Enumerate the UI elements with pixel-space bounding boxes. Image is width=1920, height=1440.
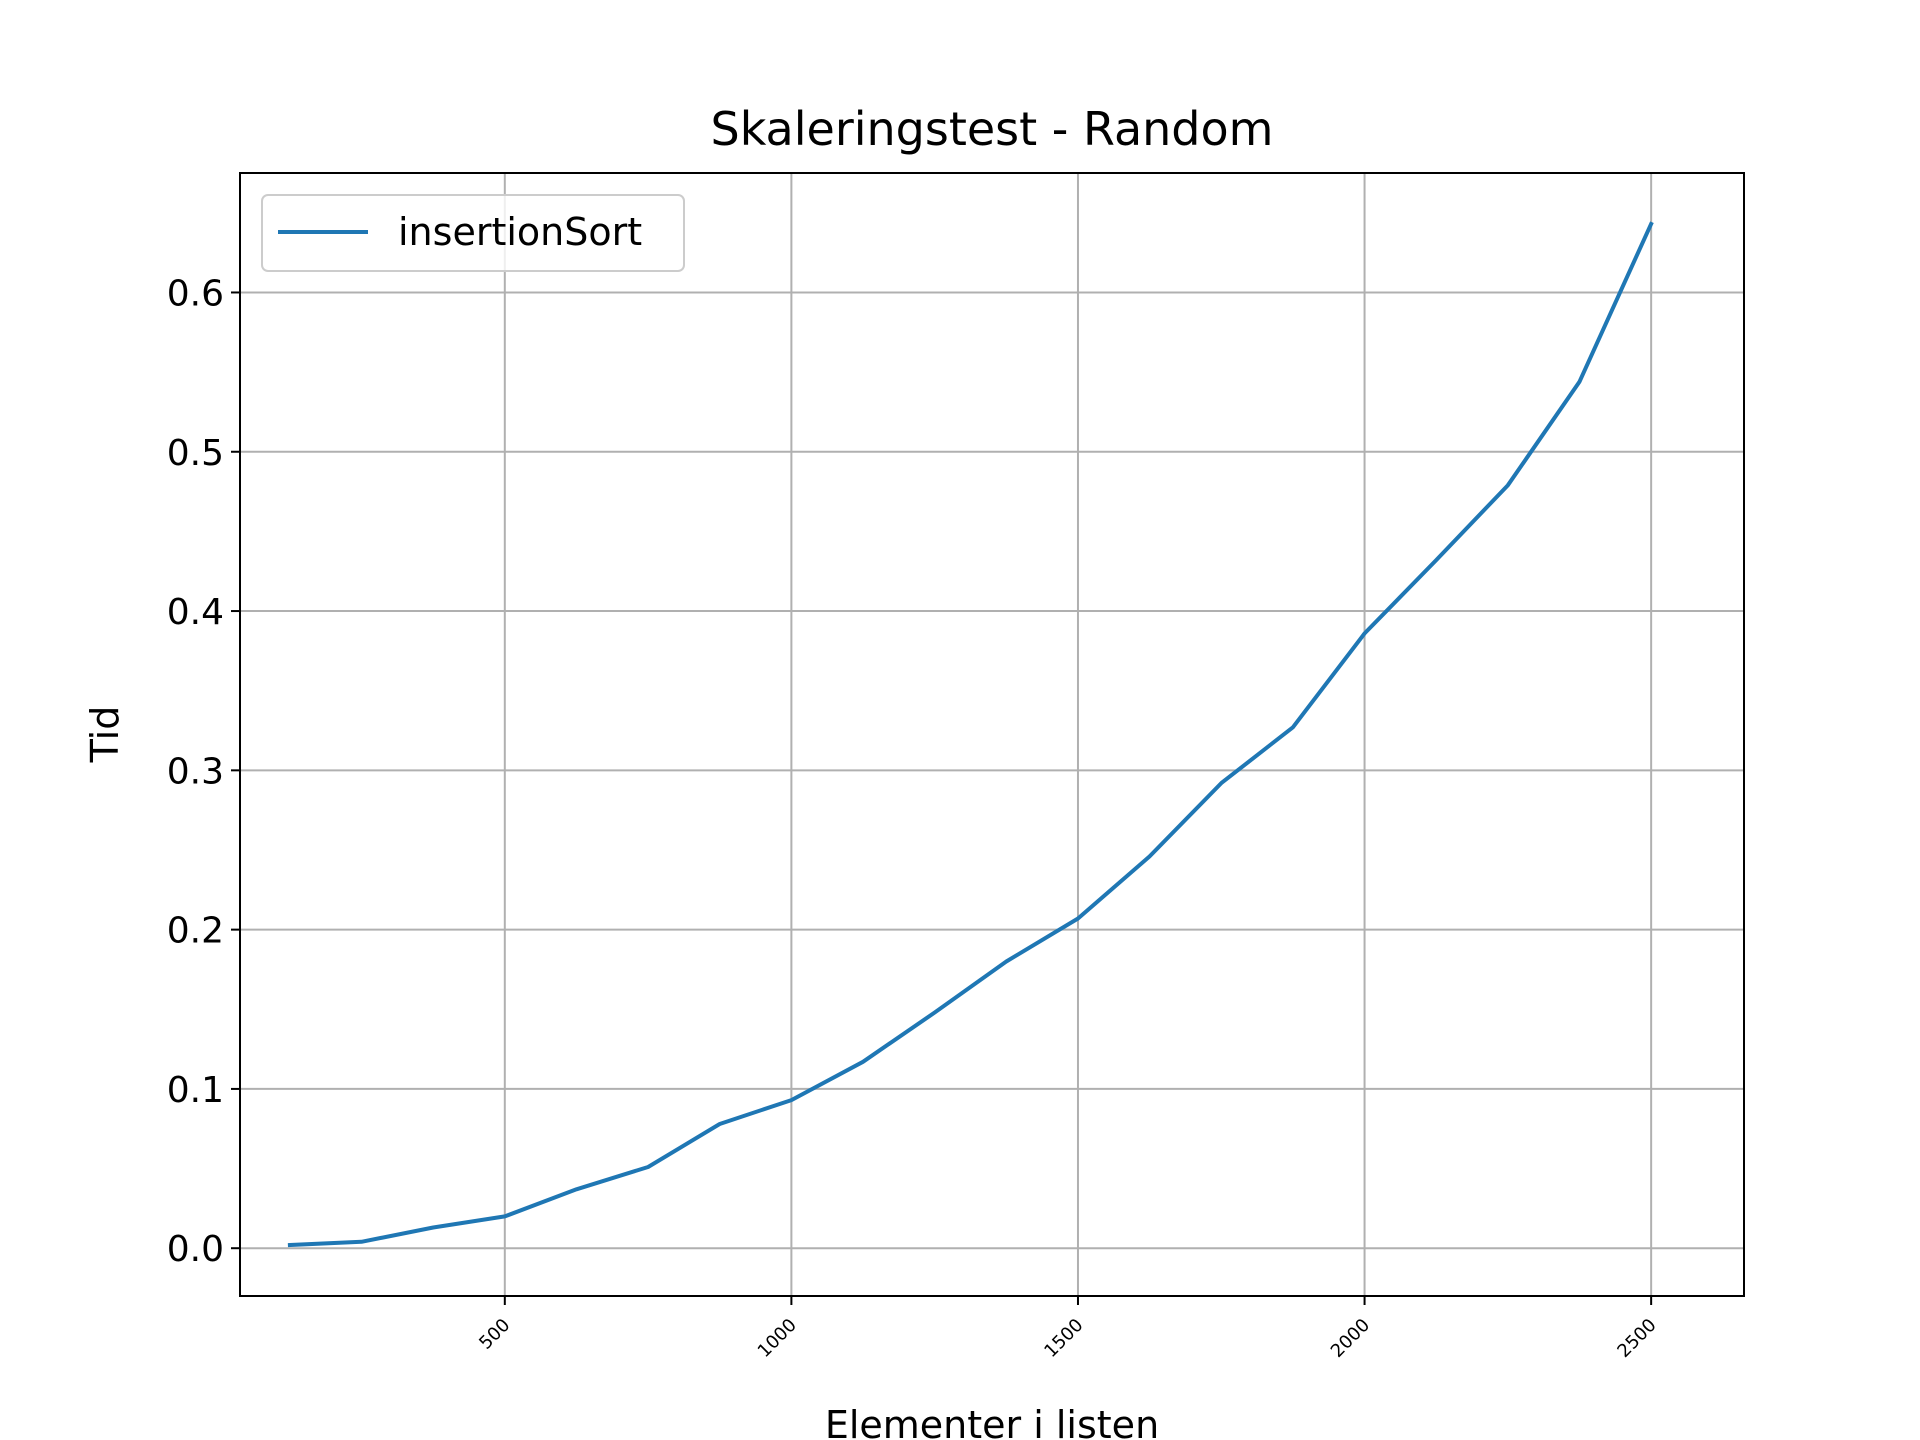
series-layer — [287, 221, 1654, 1248]
y-tick-label: 0.1 — [167, 1070, 224, 1111]
chart-title: Skaleringstest - Random — [711, 102, 1274, 156]
y-tick-label: 0.4 — [167, 592, 224, 633]
grid — [240, 173, 1744, 1296]
legend-label-insertionsort: insertionSort — [398, 210, 642, 254]
y-tick-label: 0.3 — [167, 751, 224, 792]
y-tick-label: 0.2 — [167, 911, 224, 952]
legend: insertionSort — [261, 194, 685, 272]
plot-frame — [239, 172, 1745, 1297]
y-axis: 0.0 0.1 0.2 0.3 0.4 0.5 0.6 — [167, 273, 240, 1270]
legend-box — [261, 194, 685, 272]
y-axis-label: Tid — [83, 706, 127, 764]
y-tick-label: 0.5 — [167, 433, 224, 474]
x-axis-label: Elementer i listen — [825, 1403, 1159, 1440]
y-tick-label: 0.0 — [167, 1229, 224, 1270]
y-tick-label: 0.6 — [167, 273, 224, 314]
series-line-insertionsort — [287, 221, 1654, 1248]
